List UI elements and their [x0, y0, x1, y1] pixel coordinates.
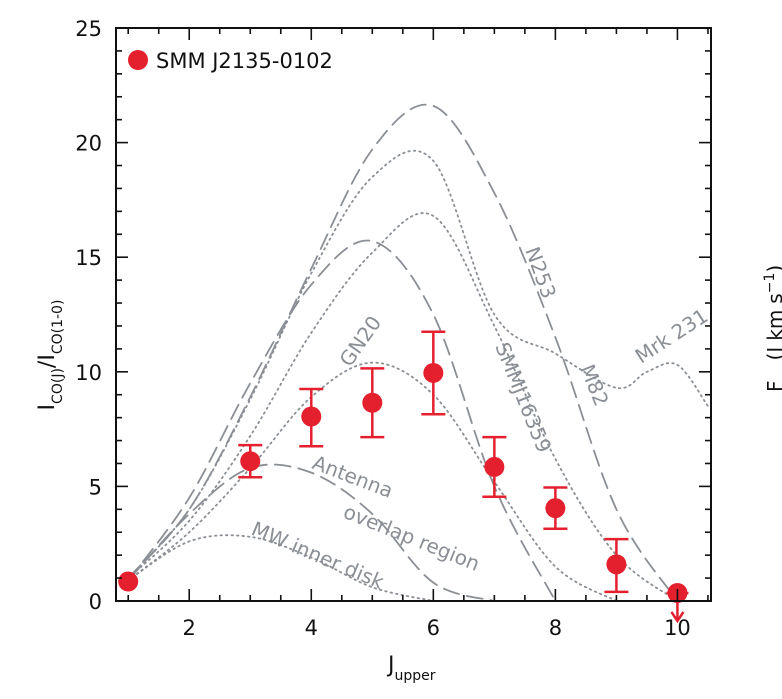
clipped-flux-u0: J [763, 347, 782, 355]
x-tick-label: 8 [549, 616, 562, 640]
x-axis-label-sub: upper [395, 668, 436, 684]
x-tick-label: 4 [305, 616, 318, 640]
data-point-j4 [301, 406, 322, 427]
model-label-mrk231: Mrk 231 [631, 304, 713, 369]
clipped-flux-u3: −1 [762, 273, 778, 294]
data-point-j3 [240, 451, 261, 472]
y-tick-label: 10 [75, 361, 102, 385]
model-curves [127, 103, 709, 602]
legend: SMM J2135-0102 [128, 49, 333, 73]
data-point-j1 [118, 571, 139, 592]
model-curve-antenna-overlap-region [127, 463, 496, 602]
y-axis-label-i1: I [35, 404, 60, 411]
model-curve-gn20 [127, 239, 557, 602]
clipped-flux-label: F (Jkm s−1) [762, 265, 782, 392]
clipped-flux-u4: ) [763, 265, 782, 273]
upper-limit-arrow [670, 611, 685, 624]
tick-labels: 2 4 6 8 10 0 5 10 15 20 25 [75, 17, 691, 640]
y-axis-label: ICO(J)/ICO(1-0) [35, 300, 66, 411]
data-point-j8 [545, 498, 566, 519]
model-label-m82: M82 [575, 361, 613, 410]
axis-ticks [116, 27, 711, 602]
data-point-j7 [484, 456, 505, 477]
y-axis-label-s2: CO(1-0) [50, 300, 66, 355]
x-tick-label: 6 [427, 616, 440, 640]
model-curve-n253 [127, 103, 679, 602]
y-tick-label: 15 [75, 246, 102, 270]
legend-marker [128, 50, 148, 70]
x-tick-label: 10 [664, 616, 691, 640]
model-curve-mrk-231 [127, 149, 709, 579]
clipped-flux-f: F [763, 380, 782, 392]
y-tick-label: 5 [89, 475, 102, 499]
data-point-j9 [606, 554, 627, 575]
y-axis-label-i2: I [35, 354, 60, 361]
x-axis-label-main: J [386, 653, 395, 678]
data-point-j6 [423, 362, 444, 383]
y-axis-label-slash: / [35, 360, 60, 368]
plot-frame [115, 27, 712, 602]
clipped-flux-u2: s [763, 293, 782, 303]
x-tick-label: 2 [183, 616, 196, 640]
y-tick-label: 25 [75, 17, 102, 41]
y-axis-label-s1: CO(J) [50, 368, 66, 404]
y-tick-label: 0 [89, 590, 102, 614]
x-axis-label: Jupper [386, 653, 436, 684]
clipped-flux-u1: km [763, 310, 782, 341]
model-label-gn20: GN20 [334, 311, 386, 371]
model-label-n253: N253 [520, 244, 561, 302]
model-curve-mw-inner-disk [127, 534, 435, 602]
model-curve-smmj16359 [127, 361, 618, 602]
clipped-flux-open: ( [763, 353, 782, 361]
model-label-antenna: Antenna [309, 450, 396, 503]
model-label-smmj16359: SMMJ16359 [490, 339, 556, 456]
y-tick-label: 20 [75, 132, 102, 156]
data-point-j5 [362, 392, 383, 413]
data-points [118, 330, 689, 624]
legend-label: SMM J2135-0102 [156, 49, 333, 73]
